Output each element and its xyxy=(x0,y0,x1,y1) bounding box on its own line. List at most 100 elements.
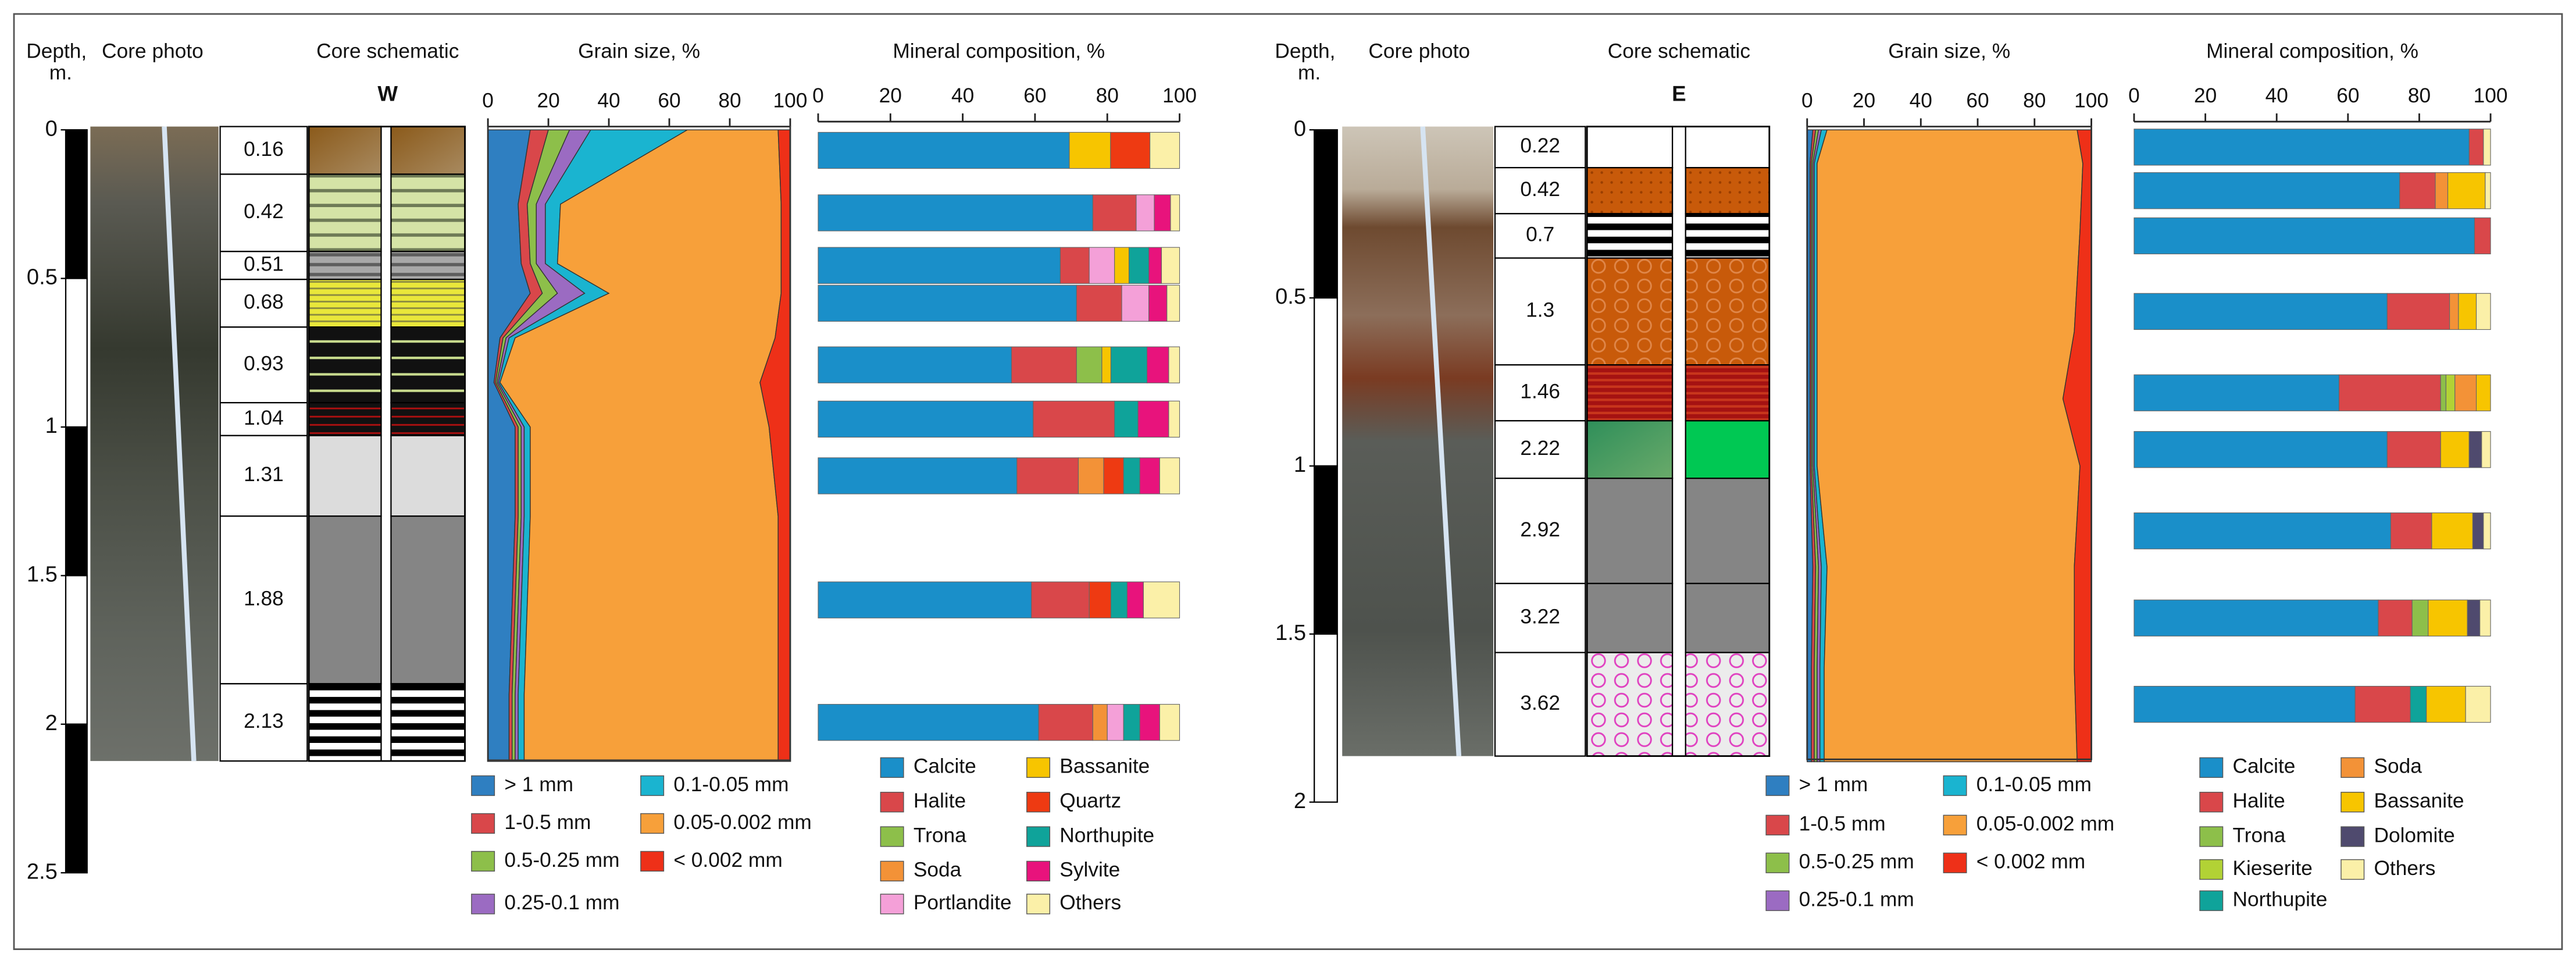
mineral-segment xyxy=(2483,512,2491,550)
x-tick-label: 60 xyxy=(1966,89,1989,112)
mineral-segment xyxy=(2428,599,2468,636)
schematic-label-box xyxy=(1494,420,1586,479)
schematic-label-box xyxy=(219,435,308,517)
legend-swatch xyxy=(1765,814,1790,835)
mineral-segment xyxy=(1123,704,1140,741)
mineral-segment xyxy=(1011,346,1077,383)
depth-scale-segment xyxy=(65,723,88,874)
mineral-segment xyxy=(818,131,1070,169)
mineral-segment xyxy=(2338,374,2441,411)
schematic-label: 0.68 xyxy=(244,291,284,314)
schematic-label-box xyxy=(219,279,308,328)
mineral-segment xyxy=(2467,599,2481,636)
y-tick-label: 1 xyxy=(1294,452,1306,477)
schematic-layer xyxy=(1586,257,1674,366)
schematic-label: 1.31 xyxy=(244,463,284,486)
mineral-segment xyxy=(2435,172,2449,209)
legend-swatch xyxy=(2340,792,2365,813)
schematic-label: 3.22 xyxy=(1520,606,1560,628)
mineral-segment xyxy=(2472,512,2484,550)
mineral-segment xyxy=(1154,194,1171,232)
mineral-segment xyxy=(2449,293,2459,330)
mineral-segment xyxy=(1126,581,1144,618)
mineral-segment xyxy=(2445,374,2456,411)
mineral-segment xyxy=(1168,346,1180,383)
legend-label: 0.25-0.1 mm xyxy=(1799,888,1914,911)
mineral-segment xyxy=(818,704,1039,741)
legend-label: Halite xyxy=(914,789,966,812)
schematic-layer xyxy=(308,515,382,685)
schematic-label-box xyxy=(219,515,308,685)
x-tick-label: 60 xyxy=(2336,84,2359,107)
schematic-layer xyxy=(1685,167,1770,215)
schematic-label: 3.62 xyxy=(1520,692,1560,714)
mineral-segment xyxy=(2426,685,2466,723)
schematic-label: 0.51 xyxy=(244,253,284,276)
mineral-segment xyxy=(1114,400,1139,438)
schematic-layer xyxy=(390,435,466,517)
legend-swatch xyxy=(2199,757,2224,778)
x-tick-label: 0 xyxy=(2128,84,2140,107)
legend-swatch xyxy=(640,775,665,796)
schematic-layer xyxy=(390,402,466,436)
schematic-layer xyxy=(390,326,466,404)
photo-title: Core photo xyxy=(1368,40,1470,63)
schematic-layer xyxy=(308,435,382,517)
schematic-label: 0.42 xyxy=(1520,178,1560,201)
mineral-segment xyxy=(1121,284,1150,322)
legend-label: Portlandite xyxy=(914,891,1012,914)
figure-border xyxy=(13,13,2563,950)
mineral-segment xyxy=(1166,284,1180,322)
mineral-segment xyxy=(2386,293,2450,330)
plot-frame xyxy=(487,126,791,762)
legend-label: < 0.002 mm xyxy=(1976,851,2085,873)
mineral-segment xyxy=(818,346,1012,383)
mineral-segment xyxy=(1139,457,1160,495)
mineral-segment xyxy=(2454,374,2477,411)
legend-swatch xyxy=(640,813,665,834)
legend-swatch xyxy=(880,894,904,915)
schematic-layer xyxy=(1685,126,1770,169)
mineral-segment xyxy=(1107,704,1124,741)
mineral-segment xyxy=(1110,346,1148,383)
schematic-label-box xyxy=(219,402,308,436)
mineral-segment xyxy=(2378,599,2413,636)
legend-swatch xyxy=(1026,860,1051,882)
legend-label: > 1 mm xyxy=(1799,773,1868,796)
mineral-segment xyxy=(818,400,1034,438)
x-tick-label: 100 xyxy=(1162,84,1197,107)
legend-label: Bassanite xyxy=(2374,789,2464,812)
mineral-segment xyxy=(1092,704,1108,741)
schematic-layer xyxy=(1586,364,1674,422)
mineral-segment xyxy=(2133,431,2388,468)
mineral-segment xyxy=(2479,599,2491,636)
mineral-segment xyxy=(818,457,1018,495)
schematic-label: 0.22 xyxy=(1520,134,1560,157)
mineral-segment xyxy=(1147,346,1169,383)
x-tick-label: 40 xyxy=(951,84,974,107)
mineral-segment xyxy=(1059,247,1090,284)
schematic-layer xyxy=(1685,213,1770,259)
legend-swatch xyxy=(471,851,495,872)
mineral-segment xyxy=(2133,217,2475,255)
mineral-segment xyxy=(2133,293,2388,330)
schematic-label-box xyxy=(1494,582,1586,653)
legend-label: 1-0.5 mm xyxy=(1799,813,1886,835)
x-tick-label: 40 xyxy=(1910,89,1932,112)
schematic-layer xyxy=(390,126,466,175)
x-tick-label: 40 xyxy=(2265,84,2288,107)
depth-scale-segment xyxy=(1314,633,1338,803)
x-tick-label: 0 xyxy=(812,84,824,107)
legend-swatch xyxy=(880,860,904,882)
mineral-segment xyxy=(1103,457,1124,495)
legend-swatch xyxy=(640,851,665,872)
y-tick-label: 0.5 xyxy=(1275,284,1306,309)
legend-label: Quartz xyxy=(1059,789,1121,812)
depth-title: m. xyxy=(1298,61,1321,84)
mineral-segment xyxy=(2465,685,2491,723)
mineral-segment xyxy=(2485,172,2491,209)
schematic-layer xyxy=(308,173,382,252)
schematic-layer xyxy=(390,279,466,328)
schematic-label: 0.7 xyxy=(1526,223,1554,246)
schematic-label: 0.16 xyxy=(244,138,284,161)
